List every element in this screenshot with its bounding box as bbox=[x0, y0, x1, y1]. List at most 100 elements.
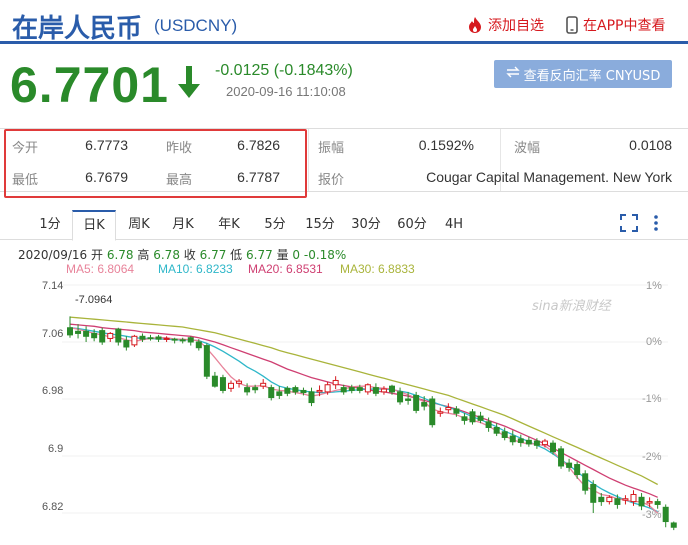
volatility-value: 0.0108 bbox=[629, 137, 672, 153]
ohlc-high-label: 高 bbox=[137, 248, 150, 262]
moving-averages bbox=[69, 316, 659, 514]
candle-body bbox=[421, 402, 428, 407]
ma5-line bbox=[69, 327, 659, 514]
ohlc-close-label: 收 bbox=[183, 248, 196, 262]
tab-1min[interactable]: 1分 bbox=[39, 217, 61, 232]
candle-body bbox=[469, 411, 476, 423]
candle-body bbox=[598, 496, 605, 503]
candle-body bbox=[219, 377, 226, 391]
candle bbox=[541, 438, 548, 448]
tab-60min[interactable]: 60分 bbox=[397, 217, 427, 232]
candle-body bbox=[75, 330, 82, 334]
candle bbox=[421, 396, 428, 411]
tab-15min[interactable]: 15分 bbox=[305, 217, 335, 232]
tab-4h[interactable]: 4H bbox=[444, 217, 464, 232]
add-watchlist-button[interactable]: 添加自选 bbox=[467, 15, 544, 35]
y-tick-label: 6.98 bbox=[42, 385, 63, 397]
current-price: 6.7701 bbox=[10, 57, 169, 113]
candle bbox=[163, 336, 170, 342]
candle-body bbox=[517, 438, 524, 443]
ma10-legend: MA10: 6.8233 bbox=[158, 262, 233, 276]
candle-body bbox=[429, 398, 436, 426]
quoter-label: 报价 bbox=[318, 173, 345, 188]
candle bbox=[469, 408, 476, 425]
candle-body bbox=[630, 493, 637, 503]
candle bbox=[372, 383, 379, 397]
candle bbox=[268, 384, 275, 401]
pct-tick-label: -2% bbox=[642, 451, 662, 463]
candle bbox=[300, 387, 307, 396]
y-tick-label: 6.82 bbox=[42, 501, 63, 513]
pct-tick-label: 1% bbox=[646, 280, 662, 292]
candle-body bbox=[654, 501, 661, 505]
candle-body bbox=[405, 398, 412, 401]
candle-body bbox=[155, 336, 162, 340]
candle-body bbox=[236, 380, 243, 384]
candle bbox=[252, 384, 259, 394]
ohlc-close: 6.77 bbox=[199, 248, 227, 262]
candle bbox=[324, 381, 331, 395]
candle-body bbox=[123, 340, 130, 348]
candle-body bbox=[147, 337, 154, 340]
candle-body bbox=[606, 496, 613, 503]
ma20-legend: MA20: 6.8531 bbox=[248, 262, 323, 276]
candle bbox=[477, 411, 484, 424]
quoter-value: Cougar Capital Management. New York bbox=[426, 169, 672, 185]
candle bbox=[236, 379, 243, 388]
tab-yearly[interactable]: 年K bbox=[218, 217, 240, 232]
candle bbox=[445, 403, 452, 414]
candle bbox=[308, 387, 315, 407]
low-label: 最低 bbox=[12, 173, 39, 188]
candle bbox=[316, 385, 323, 397]
tab-5min[interactable]: 5分 bbox=[264, 217, 286, 232]
tab-weekly[interactable]: 周K bbox=[128, 217, 150, 232]
candle bbox=[211, 371, 218, 388]
candle-body bbox=[67, 327, 73, 336]
candle-body bbox=[364, 384, 371, 393]
candle bbox=[630, 490, 637, 506]
ohlc-low-label: 低 bbox=[230, 248, 243, 262]
stats-panel: 今开 6.7773 昨收 6.7826 最低 6.7679 最高 6.7787 … bbox=[0, 128, 688, 192]
tab-daily[interactable]: 日K bbox=[72, 210, 116, 241]
candle bbox=[99, 327, 106, 345]
candle bbox=[284, 386, 291, 397]
amplitude-label: 振幅 bbox=[318, 141, 345, 156]
candle-body bbox=[389, 385, 395, 393]
flame-icon bbox=[467, 16, 483, 34]
candle-body bbox=[268, 387, 275, 399]
candle bbox=[437, 407, 444, 417]
candle-body bbox=[348, 387, 355, 391]
high-label: 最高 bbox=[166, 173, 193, 188]
pct-tick-label: -3% bbox=[642, 509, 662, 521]
candle bbox=[131, 334, 138, 347]
candle bbox=[107, 332, 114, 342]
price-change: -0.0125 (-0.1843%) bbox=[215, 62, 353, 79]
candle bbox=[228, 380, 234, 392]
sina-watermark: sina新浪财经 bbox=[532, 298, 613, 314]
candle-body bbox=[566, 462, 573, 468]
candle bbox=[147, 334, 154, 341]
candle-body bbox=[461, 416, 468, 421]
reverse-rate-button[interactable]: 查看反向汇率 CNYUSD bbox=[494, 60, 672, 88]
prev-close-label: 昨收 bbox=[166, 141, 193, 156]
open-in-app-button[interactable]: 在APP中查看 bbox=[566, 15, 665, 35]
candle bbox=[91, 329, 98, 342]
candle bbox=[606, 495, 613, 505]
open-value: 6.7773 bbox=[85, 137, 128, 153]
tab-30min[interactable]: 30分 bbox=[351, 217, 381, 232]
candle-body bbox=[324, 384, 331, 393]
tab-monthly[interactable]: 月K bbox=[172, 217, 194, 232]
candle-body bbox=[558, 448, 565, 467]
highlight-box bbox=[4, 129, 307, 198]
candlestick-chart[interactable]: 7.14 7.06 6.98 6.9 6.82 1% 0% -1% -2% -3… bbox=[0, 272, 688, 545]
candle bbox=[115, 327, 122, 346]
candle-body bbox=[340, 387, 347, 393]
candle bbox=[332, 376, 339, 390]
candle-body bbox=[115, 328, 122, 343]
more-options-icon[interactable] bbox=[652, 214, 660, 237]
candle-body bbox=[244, 387, 251, 393]
fullscreen-icon[interactable] bbox=[620, 214, 638, 237]
candle bbox=[646, 497, 653, 508]
candle-body bbox=[380, 388, 387, 393]
candle bbox=[566, 458, 573, 472]
